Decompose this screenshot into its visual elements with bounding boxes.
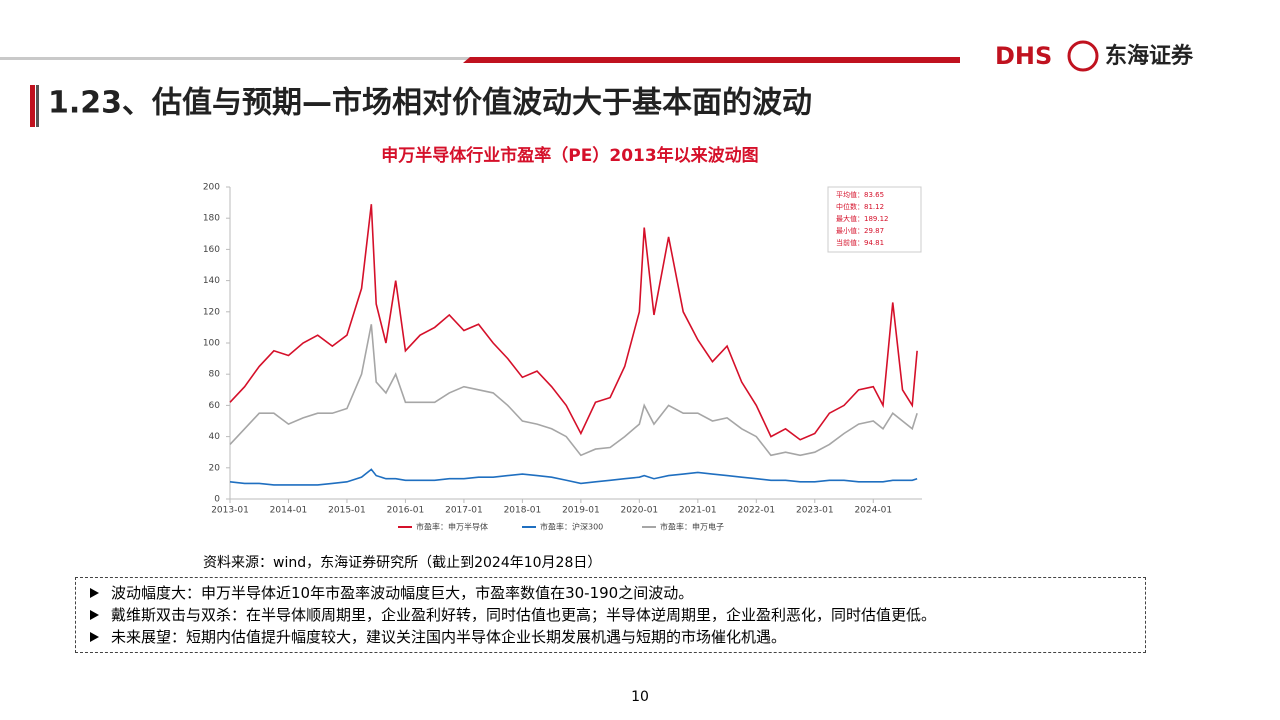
series-line — [229, 204, 918, 441]
stats-label: 平均值：83.65 — [836, 190, 884, 199]
x-tick-label: 2020-01 — [621, 506, 659, 516]
series-line — [229, 468, 918, 486]
x-tick-label: 2022-01 — [738, 506, 776, 516]
bullet-text: 波动幅度大：申万半导体近10年市盈率波动幅度巨大，市盈率数值在30-190之间波… — [111, 584, 694, 602]
y-tick-label: 200 — [203, 183, 220, 193]
y-tick-label: 40 — [209, 432, 221, 442]
bullet: 未来展望：短期内估值提升幅度较大，建议关注国内半导体企业长期发展机遇与短期的市场… — [90, 626, 1145, 648]
x-tick-label: 2017-01 — [445, 506, 483, 516]
source: 资料来源：wind，东海证券研究所（截止到2024年10月28日） — [203, 555, 601, 571]
legend-label: 市盈率：申万电子 — [660, 522, 724, 532]
logo-mark: DHS — [995, 42, 1052, 70]
bullet: 戴维斯双击与双杀：在半导体顺周期里，企业盈利好转，同时估值也更高；半导体逆周期里… — [90, 604, 1145, 626]
title-accent — [30, 85, 35, 127]
x-tick-label: 2021-01 — [679, 506, 717, 516]
y-tick-label: 120 — [203, 307, 220, 317]
stats-label: 最大值：189.12 — [836, 214, 889, 223]
x-tick-label: 2014-01 — [270, 506, 308, 516]
y-tick-label: 20 — [209, 463, 221, 473]
bullet-arrow — [90, 610, 99, 620]
stats-box — [827, 186, 922, 253]
y-tick-label: 60 — [209, 401, 221, 411]
series-line — [229, 324, 918, 457]
title-accent-dark — [36, 85, 39, 127]
y-tick-label: 80 — [209, 370, 221, 380]
x-tick-label: 2016-01 — [387, 506, 425, 516]
y-tick-label: 180 — [203, 214, 220, 224]
bullet-text: 未来展望：短期内估值提升幅度较大，建议关注国内半导体企业长期发展机遇与短期的市场… — [111, 628, 787, 646]
page-number: 10 — [631, 689, 649, 705]
slide-title: 1.23、估值与预期—市场相对价值波动大于基本面的波动 — [48, 86, 812, 121]
stats-label: 最小值：29.87 — [836, 226, 884, 235]
x-tick-label: 2015-01 — [328, 506, 366, 516]
y-tick-label: 0 — [214, 495, 220, 505]
bullet-arrow — [90, 588, 99, 598]
bullet-text: 戴维斯双击与双杀：在半导体顺周期里，企业盈利好转，同时估值也更高；半导体逆周期里… — [111, 606, 937, 624]
chart-title: 申万半导体行业市盈率（PE）2013年以来波动图 — [381, 145, 758, 166]
legend-label: 市盈率：申万半导体 — [416, 522, 488, 532]
bullet: 波动幅度大：申万半导体近10年市盈率波动幅度巨大，市盈率数值在30-190之间波… — [90, 582, 1145, 604]
x-tick-label: 2018-01 — [504, 506, 542, 516]
y-tick-label: 160 — [203, 245, 220, 255]
header-bar-red — [463, 57, 960, 63]
x-tick-label: 2024-01 — [854, 506, 892, 516]
bullet-box: 波动幅度大：申万半导体近10年市盈率波动幅度巨大，市盈率数值在30-190之间波… — [75, 577, 1146, 653]
bullet-arrow — [90, 632, 99, 642]
x-tick-label: 2023-01 — [796, 506, 834, 516]
x-tick-label: 2019-01 — [562, 506, 600, 516]
y-tick-label: 100 — [203, 339, 220, 349]
logo-icon — [1067, 40, 1099, 72]
logo-name: 东海证券 — [1105, 43, 1194, 69]
header-bar-gray — [0, 57, 470, 60]
legend-label: 市盈率：沪深300 — [540, 522, 603, 532]
stats-label: 中位数：81.12 — [836, 202, 884, 211]
y-tick-label: 140 — [203, 276, 220, 286]
stats-label: 当前值：94.81 — [836, 238, 884, 247]
x-tick-label: 2013-01 — [211, 506, 249, 516]
